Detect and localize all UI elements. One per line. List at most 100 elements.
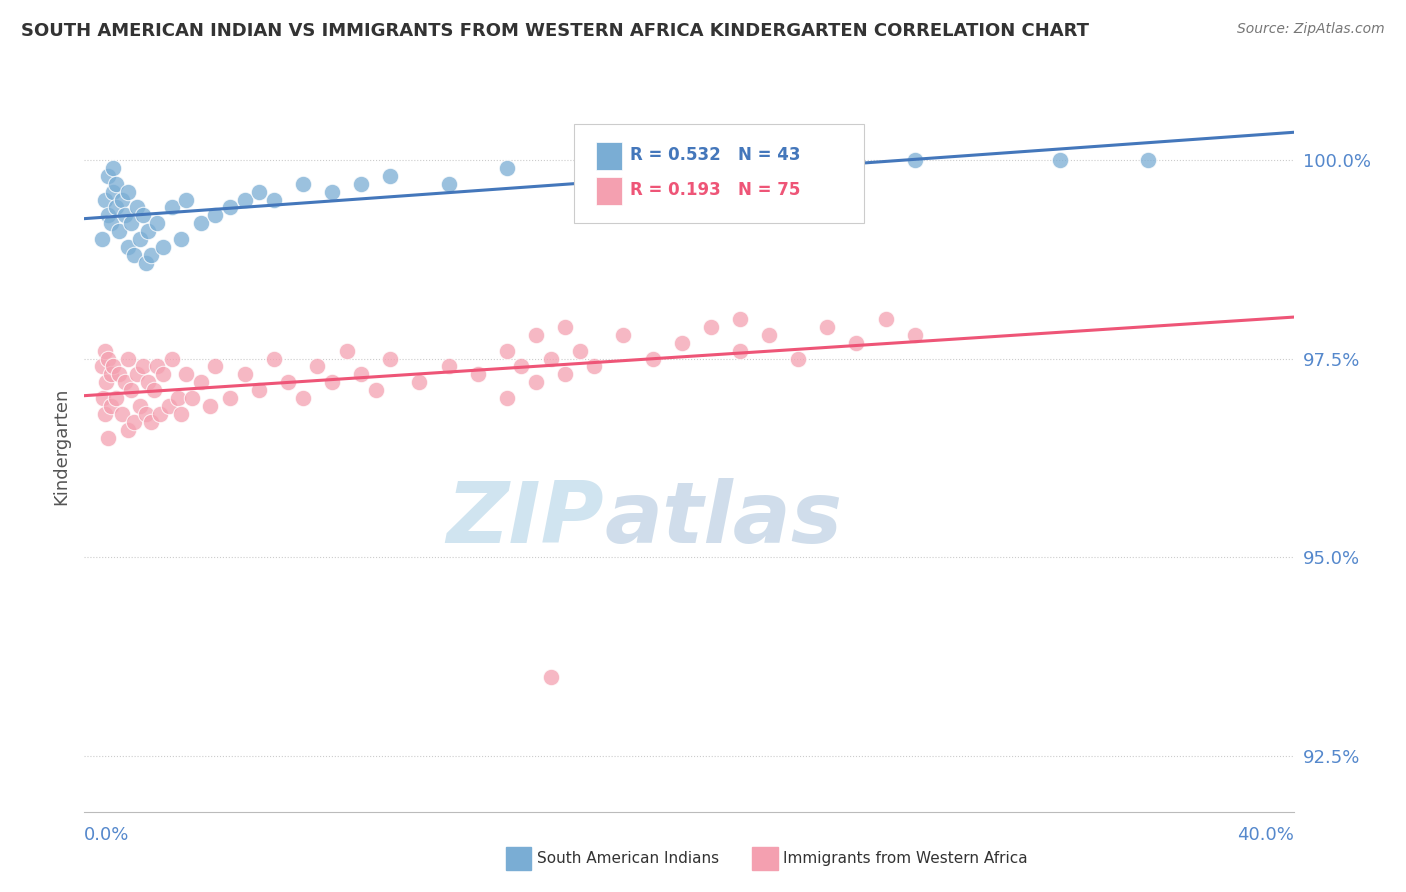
Point	[336, 343, 359, 358]
Point	[97, 169, 120, 183]
Point	[408, 376, 430, 390]
Point	[103, 359, 125, 374]
Point	[380, 169, 402, 183]
Point	[100, 399, 122, 413]
Text: atlas: atlas	[605, 477, 842, 561]
Point	[114, 209, 136, 223]
Point	[138, 224, 160, 238]
Point	[233, 368, 256, 382]
Point	[117, 423, 139, 437]
Point	[103, 185, 125, 199]
Point	[219, 201, 242, 215]
Point	[540, 669, 562, 683]
Point	[122, 415, 145, 429]
Point	[554, 319, 576, 334]
Point	[904, 153, 927, 167]
Point	[321, 185, 343, 199]
Point	[233, 193, 256, 207]
Point	[94, 343, 117, 358]
Point	[219, 392, 242, 406]
Point	[146, 216, 169, 230]
Point	[157, 399, 180, 413]
Point	[169, 232, 191, 246]
Point	[141, 248, 163, 262]
Point	[510, 359, 533, 374]
Point	[190, 376, 212, 390]
FancyBboxPatch shape	[574, 124, 865, 223]
Point	[176, 368, 198, 382]
Point	[540, 351, 562, 366]
Point	[131, 209, 153, 223]
Point	[198, 399, 221, 413]
Point	[350, 177, 373, 191]
FancyBboxPatch shape	[596, 177, 623, 204]
Point	[111, 193, 134, 207]
Point	[149, 407, 172, 421]
Text: ZIP: ZIP	[447, 477, 605, 561]
Point	[97, 209, 120, 223]
Point	[524, 376, 547, 390]
Point	[97, 351, 120, 366]
Point	[97, 431, 120, 445]
Point	[141, 415, 163, 429]
Point	[277, 376, 299, 390]
Point	[380, 351, 402, 366]
Point	[181, 392, 204, 406]
Text: SOUTH AMERICAN INDIAN VS IMMIGRANTS FROM WESTERN AFRICA KINDERGARTEN CORRELATION: SOUTH AMERICAN INDIAN VS IMMIGRANTS FROM…	[21, 22, 1090, 40]
Point	[263, 193, 285, 207]
Text: R = 0.532   N = 43: R = 0.532 N = 43	[630, 146, 800, 164]
Point	[125, 201, 148, 215]
Point	[128, 399, 150, 413]
Point	[583, 359, 606, 374]
Point	[1049, 153, 1071, 167]
Text: Immigrants from Western Africa: Immigrants from Western Africa	[783, 852, 1028, 866]
Point	[105, 177, 128, 191]
Point	[204, 209, 226, 223]
Point	[90, 359, 112, 374]
Point	[96, 376, 118, 390]
Point	[105, 392, 128, 406]
Point	[524, 327, 547, 342]
Point	[125, 368, 148, 382]
Text: 40.0%: 40.0%	[1237, 826, 1294, 844]
Y-axis label: Kindergarten: Kindergarten	[52, 387, 70, 505]
Point	[152, 368, 174, 382]
Point	[728, 343, 751, 358]
Point	[247, 384, 270, 398]
Point	[120, 384, 142, 398]
Point	[103, 161, 125, 175]
Point	[291, 392, 314, 406]
Point	[247, 185, 270, 199]
Point	[108, 368, 131, 382]
Point	[787, 351, 810, 366]
Point	[495, 343, 517, 358]
Point	[94, 407, 117, 421]
Point	[117, 351, 139, 366]
Point	[495, 392, 517, 406]
Text: R = 0.193   N = 75: R = 0.193 N = 75	[630, 181, 800, 199]
Point	[117, 185, 139, 199]
Point	[641, 351, 664, 366]
Point	[122, 248, 145, 262]
Point	[568, 343, 591, 358]
Point	[671, 335, 693, 350]
Point	[364, 384, 387, 398]
Point	[758, 327, 780, 342]
Point	[160, 201, 183, 215]
Point	[307, 359, 329, 374]
Point	[94, 193, 117, 207]
Point	[160, 351, 183, 366]
Point	[105, 201, 128, 215]
Point	[100, 368, 122, 382]
Point	[495, 161, 517, 175]
Point	[135, 407, 157, 421]
Point	[845, 335, 868, 350]
Point	[111, 407, 134, 421]
Point	[131, 359, 153, 374]
Point	[117, 240, 139, 254]
Point	[612, 327, 634, 342]
Point	[152, 240, 174, 254]
Point	[190, 216, 212, 230]
Point	[554, 368, 576, 382]
Point	[143, 384, 166, 398]
